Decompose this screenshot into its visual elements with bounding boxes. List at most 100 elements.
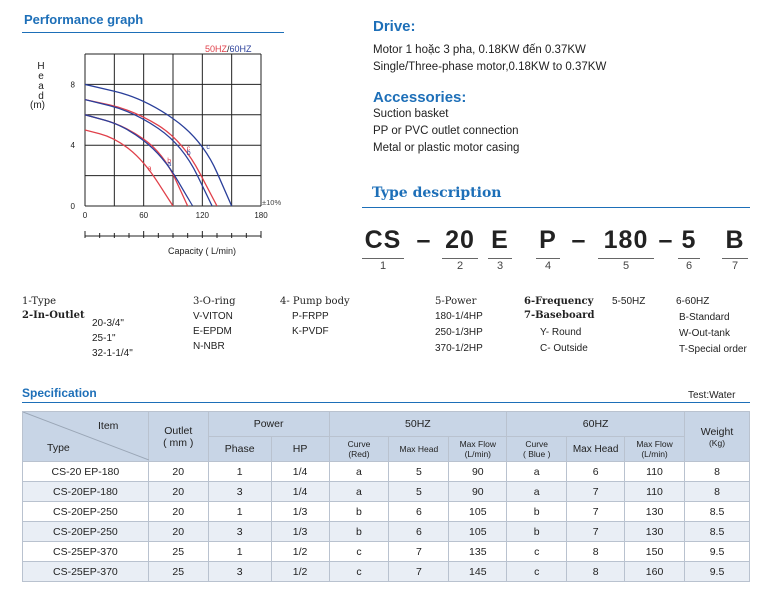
y-label-char: e (38, 71, 44, 82)
hz50-header: 50HZ (328, 411, 508, 437)
curve-sub: ( Blue ) (523, 449, 551, 459)
code-num: 2 (456, 260, 464, 272)
cell-flow50: 105 (448, 521, 508, 542)
curve-b (85, 114, 189, 206)
cell-flow60: 110 (624, 461, 685, 482)
cell-flow50: 105 (448, 501, 508, 522)
cell-flow50: 90 (448, 481, 508, 502)
cell-head50: 7 (388, 541, 450, 562)
maxflow-sub: (L/min) (464, 449, 492, 459)
maxhead50-header: Max Head (388, 436, 450, 462)
cell-flow60: 130 (624, 521, 685, 542)
base-value: Y- Round (540, 327, 582, 338)
cell-curve50: c (328, 541, 390, 562)
weight-header: Weight (Kg) (684, 411, 750, 462)
power-value: 370-1/2HP (435, 343, 483, 354)
x-tick-label: 180 (254, 211, 268, 220)
cell-phase: 3 (207, 561, 272, 582)
cell-curve60: c (506, 541, 568, 562)
power-value: 180-1/4HP (435, 311, 483, 322)
code-underline (488, 258, 512, 259)
curve-label: Curve (347, 439, 371, 449)
curve-label-b: b (187, 150, 191, 157)
type-label: Type (47, 442, 70, 454)
spec-rule (22, 402, 750, 403)
freq-value: 6-60HZ (676, 296, 710, 307)
legend-baseboard: 7-Baseboard (524, 310, 595, 321)
cell-type: CS-20 EP-180 (22, 461, 149, 482)
cell-weight: 9.5 (684, 541, 750, 562)
cell-head60: 8 (566, 561, 626, 582)
weight-unit: (Kg) (708, 437, 726, 448)
cell-head50: 7 (388, 561, 450, 582)
legend-pump-body: 4- Pump body (280, 296, 350, 307)
cell-curve60: a (506, 461, 568, 482)
legend-frequency: 6-Frequency (524, 296, 594, 307)
accessories-title: Accessories: (373, 89, 467, 106)
cell-curve60: b (506, 521, 568, 542)
specification-title: Specification (22, 386, 97, 400)
y-tick-label: 4 (71, 141, 76, 150)
oring-value: E-EPDM (193, 326, 232, 337)
cell-head60: 7 (566, 481, 626, 502)
curve-label: Curve (525, 439, 549, 449)
cell-outlet: 25 (147, 541, 209, 562)
body-values: P-FRPP K-PVDF (292, 309, 329, 339)
code-part: E (491, 226, 509, 254)
curve-a (85, 114, 194, 206)
cell-head50: 6 (388, 501, 450, 522)
phase-header: Phase (207, 436, 272, 462)
drive-text: Motor 1 hoặc 3 pha, 0.18KW đến 0.37KW Si… (373, 42, 606, 76)
cell-curve50: b (328, 521, 390, 542)
cell-phase: 1 (207, 541, 272, 562)
outlet-value: 25-1" (92, 333, 116, 344)
maxflow50-header: Max Flow (L/min) (448, 436, 508, 462)
cell-curve50: b (328, 501, 390, 522)
code-part: CS (364, 226, 402, 254)
x-axis-label: Capacity ( L/min) (168, 246, 237, 256)
cell-curve50: a (328, 481, 390, 502)
legend-sep: / (227, 44, 230, 54)
cell-head60: 7 (566, 501, 626, 522)
code-underline (722, 258, 748, 259)
curve60-header: Curve( Blue ) (506, 436, 568, 462)
curve-a (85, 129, 174, 206)
code-num: 1 (379, 260, 387, 272)
cell-head50: 5 (388, 481, 450, 502)
cell-hp: 1/3 (270, 521, 330, 542)
legend-power: 5-Power (435, 296, 477, 307)
code-underline (598, 258, 654, 259)
cell-flow50: 135 (448, 541, 508, 562)
y-unit: (m) (30, 100, 45, 111)
cell-phase: 1 (207, 461, 272, 482)
accessory-item: Suction basket (373, 108, 449, 120)
cell-hp: 1/3 (270, 501, 330, 522)
maxflow60-header: Max Flow (L/min) (624, 436, 685, 462)
maxflow-sub: (L/min) (641, 449, 668, 459)
cell-type: CS-20EP-250 (22, 521, 149, 542)
base-right-values: B-Standard W-Out-tank T-Special order (679, 310, 747, 358)
power-header: Power (207, 411, 330, 437)
y-tick-label: 8 (71, 80, 76, 89)
code-num: 7 (731, 260, 739, 272)
cell-hp: 1/2 (270, 561, 330, 582)
base-value: W-Out-tank (679, 328, 730, 339)
cell-phase: 3 (207, 521, 272, 542)
legend-type: 1-Type (22, 296, 57, 307)
specification-table: Item Type Outlet( mm ) Power 50HZ 60HZ W… (22, 411, 750, 582)
code-dash: – (571, 226, 587, 254)
drive-line: Single/Three-phase motor,0.18KW to 0.37K… (373, 61, 607, 73)
cell-type: CS-25EP-370 (22, 541, 149, 562)
accessories-list: Suction basket PP or PVC outlet connecti… (373, 106, 519, 157)
table-row: CS-25EP-370 25 1 1/2 c 7 135 c 8 150 9.5 (22, 541, 750, 562)
cell-phase: 3 (207, 481, 272, 502)
diagonal-divider (23, 412, 149, 460)
cell-weight: 8.5 (684, 501, 750, 522)
body-value: P-FRPP (292, 311, 329, 322)
outlet-header: Outlet( mm ) (147, 411, 209, 462)
curve50-header: Curve (Red) (328, 436, 390, 462)
code-underline (536, 258, 560, 259)
table-row: CS-20EP-250 20 3 1/3 b 6 105 b 7 130 8.5 (22, 521, 750, 542)
